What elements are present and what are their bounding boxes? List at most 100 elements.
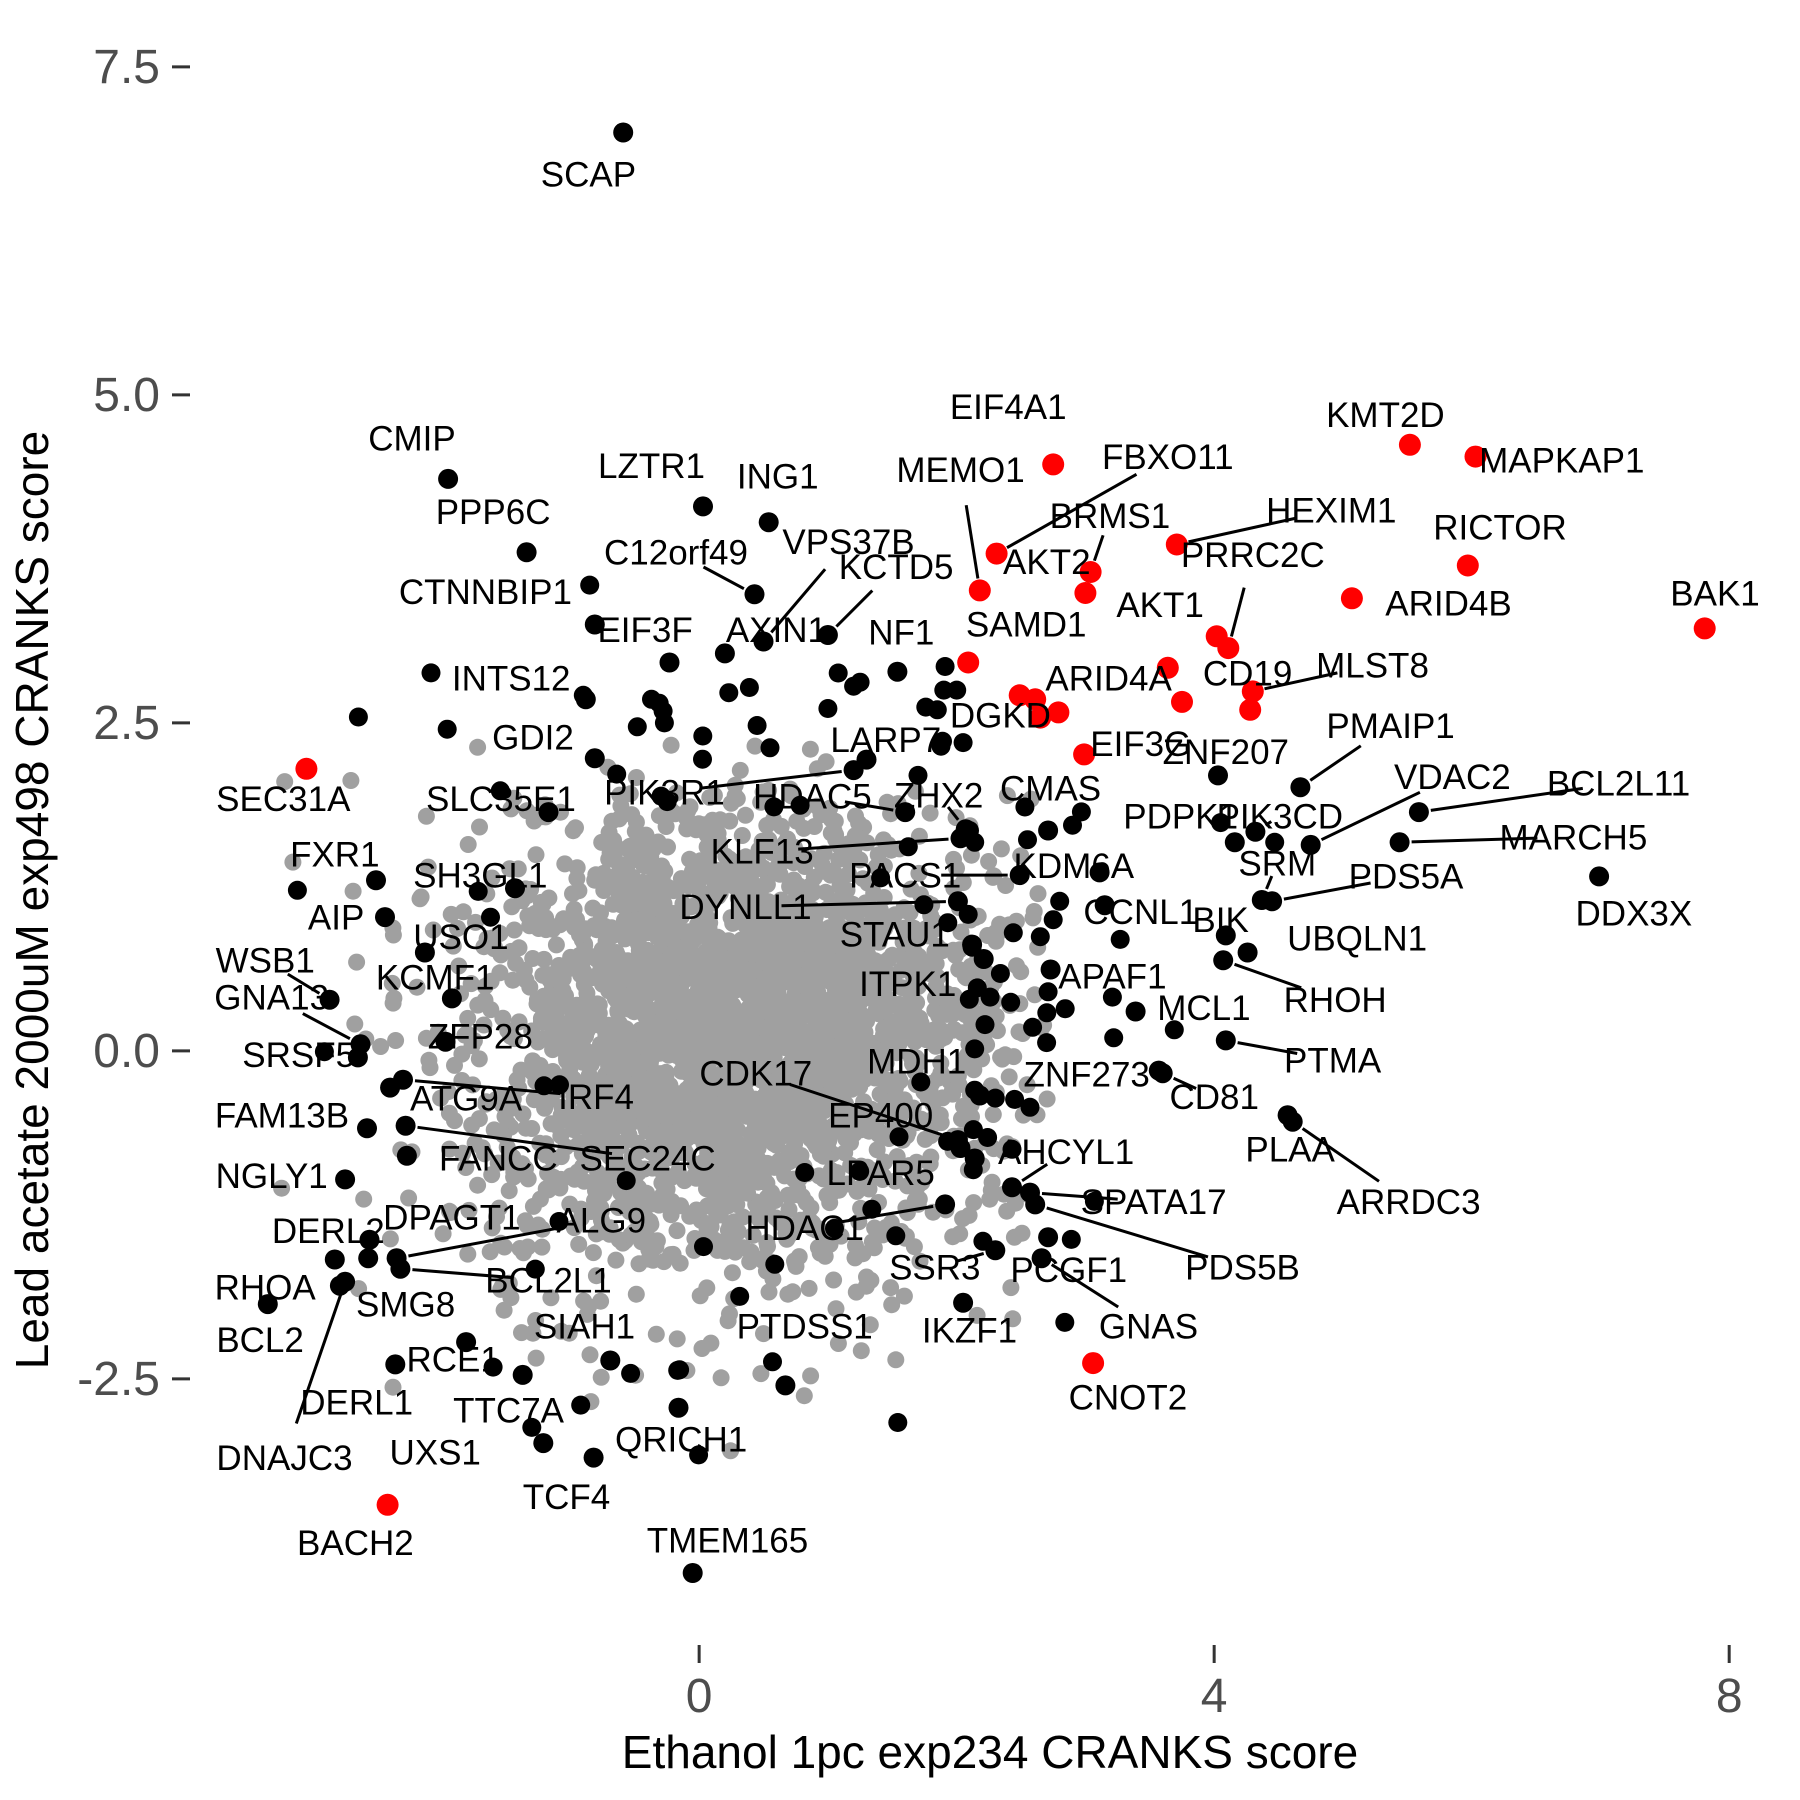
gene-point — [1262, 891, 1283, 912]
background-point — [703, 1029, 721, 1047]
leader-line — [798, 837, 949, 851]
background-point — [589, 1173, 607, 1190]
background-point — [602, 1105, 620, 1122]
background-point — [678, 1095, 695, 1113]
background-point — [912, 923, 930, 941]
unlabeled-point — [490, 781, 510, 801]
background-point — [672, 1197, 690, 1215]
gene-label: TMEM165 — [647, 1522, 808, 1561]
background-point — [607, 1251, 625, 1269]
gene-label: PDS5A — [1349, 858, 1464, 897]
unlabeled-point — [933, 731, 952, 751]
background-point — [697, 1123, 715, 1141]
unlabeled-point — [1038, 982, 1058, 1002]
background-point — [721, 1305, 738, 1323]
background-point — [848, 1182, 866, 1200]
background-point — [720, 1011, 738, 1029]
background-point — [491, 925, 509, 942]
gene-label: KCMF1 — [376, 959, 495, 998]
background-point — [882, 908, 900, 926]
unlabeled-point — [1061, 1229, 1081, 1249]
background-point — [865, 1239, 883, 1257]
leader-line — [302, 1012, 351, 1041]
leader-line — [408, 1225, 567, 1258]
leader-line — [770, 568, 827, 634]
gene-label: BAK1 — [1670, 574, 1760, 613]
gene-label: TCF4 — [523, 1478, 611, 1517]
background-point — [1024, 909, 1042, 927]
background-point — [594, 960, 612, 978]
leader-line — [1237, 1041, 1298, 1055]
background-point — [601, 844, 619, 862]
background-point — [675, 959, 693, 977]
unlabeled-point — [719, 683, 739, 703]
gene-point-highlight — [968, 579, 991, 602]
gene-label: BCL2 — [216, 1321, 304, 1360]
leader-line — [699, 770, 842, 790]
gene-point — [985, 1240, 1006, 1261]
gene-label: AXIN1 — [726, 611, 827, 650]
gene-label: SH3GL1 — [413, 856, 547, 895]
background-point — [531, 1057, 549, 1074]
background-point — [828, 1081, 846, 1098]
gene-point — [613, 122, 634, 143]
background-point — [861, 1316, 879, 1334]
gene-point — [393, 1069, 413, 1090]
gene-label: CD81 — [1169, 1078, 1258, 1117]
background-point — [503, 1154, 521, 1172]
background-point — [922, 1148, 940, 1166]
gene-label: MARCH5 — [1500, 818, 1648, 857]
background-point — [533, 1220, 551, 1238]
background-point — [654, 1192, 671, 1210]
background-point — [612, 1157, 629, 1175]
background-point — [505, 1030, 523, 1048]
background-point — [824, 864, 842, 882]
gene-label: AKT2 — [1003, 543, 1091, 582]
background-point — [595, 1075, 613, 1093]
background-point — [636, 1106, 654, 1124]
gene-label: BRMS1 — [1050, 497, 1171, 536]
gene-point — [1040, 959, 1061, 980]
background-point — [686, 1155, 704, 1173]
background-point — [895, 919, 913, 937]
background-point — [276, 773, 294, 791]
gene-label: MEMO1 — [896, 451, 1024, 490]
background-point — [655, 895, 673, 913]
background-point — [721, 1216, 739, 1234]
background-point — [475, 1016, 493, 1034]
background-point — [984, 868, 1002, 886]
background-point — [477, 1095, 495, 1113]
background-point — [773, 853, 791, 871]
background-point — [923, 1034, 941, 1052]
background-point — [739, 886, 756, 904]
background-point — [656, 1025, 674, 1043]
unlabeled-point — [1055, 1312, 1075, 1332]
background-point — [584, 1016, 602, 1034]
background-point — [579, 1083, 597, 1101]
background-point — [612, 797, 630, 815]
gene-point — [438, 468, 459, 489]
background-point — [821, 996, 839, 1014]
background-point — [778, 1230, 796, 1248]
background-point — [551, 996, 569, 1014]
background-point — [565, 900, 583, 918]
background-point — [527, 846, 545, 864]
background-point — [501, 860, 519, 878]
leader-line — [1264, 671, 1338, 691]
background-point — [780, 1201, 798, 1219]
background-point — [715, 1063, 732, 1081]
gene-label: LZTR1 — [598, 447, 705, 486]
unlabeled-point — [963, 1120, 983, 1140]
background-point — [521, 978, 539, 996]
background-point — [744, 1226, 762, 1244]
gene-label: ALG9 — [557, 1201, 647, 1240]
background-point — [500, 1274, 518, 1292]
background-point — [753, 948, 771, 966]
background-point — [800, 1279, 818, 1297]
background-point — [904, 1099, 922, 1117]
background-point — [641, 1093, 659, 1111]
background-point — [466, 1134, 484, 1152]
gene-point — [1038, 1227, 1059, 1248]
gene-label: SRSF5 — [242, 1036, 355, 1075]
unlabeled-point — [1037, 1033, 1057, 1053]
